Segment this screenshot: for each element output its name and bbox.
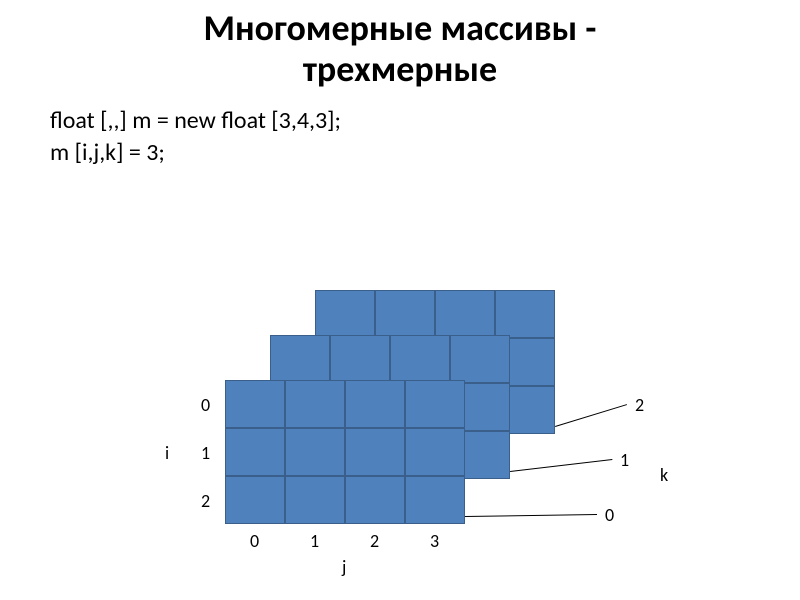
k-axis-label: k — [660, 464, 668, 486]
connector-line — [555, 404, 627, 427]
array-cell — [345, 476, 405, 524]
i-tick: 2 — [201, 490, 210, 512]
j-tick: 1 — [310, 530, 319, 552]
connector-line — [510, 459, 612, 472]
array-cell — [285, 476, 345, 524]
j-axis-label: j — [342, 556, 346, 578]
array-diagram: 0 1 2 i 0 1 2 3 j 0 1 2 k — [0, 0, 800, 600]
connector-line — [465, 514, 597, 517]
j-tick: 2 — [370, 530, 379, 552]
array-cell — [450, 335, 510, 383]
array-cell — [345, 428, 405, 476]
j-tick: 0 — [250, 530, 259, 552]
array-cell — [405, 476, 465, 524]
array-cell — [225, 380, 285, 428]
array-cell — [405, 380, 465, 428]
i-axis-label: i — [165, 442, 169, 464]
array-cell — [330, 335, 390, 383]
array-cell — [315, 290, 375, 338]
array-cell — [390, 335, 450, 383]
array-cell — [345, 380, 405, 428]
array-cell — [225, 476, 285, 524]
array-cell — [225, 428, 285, 476]
j-tick: 3 — [430, 530, 439, 552]
array-cell — [435, 290, 495, 338]
array-cell — [285, 428, 345, 476]
array-cell — [495, 290, 555, 338]
i-tick: 0 — [201, 394, 210, 416]
array-cell — [375, 290, 435, 338]
i-tick: 1 — [201, 442, 210, 464]
k-tick: 1 — [620, 449, 629, 471]
array-cell — [285, 380, 345, 428]
array-layer — [225, 380, 465, 524]
array-cell — [270, 335, 330, 383]
array-cell — [405, 428, 465, 476]
k-tick: 0 — [605, 504, 614, 526]
k-tick: 2 — [635, 394, 644, 416]
